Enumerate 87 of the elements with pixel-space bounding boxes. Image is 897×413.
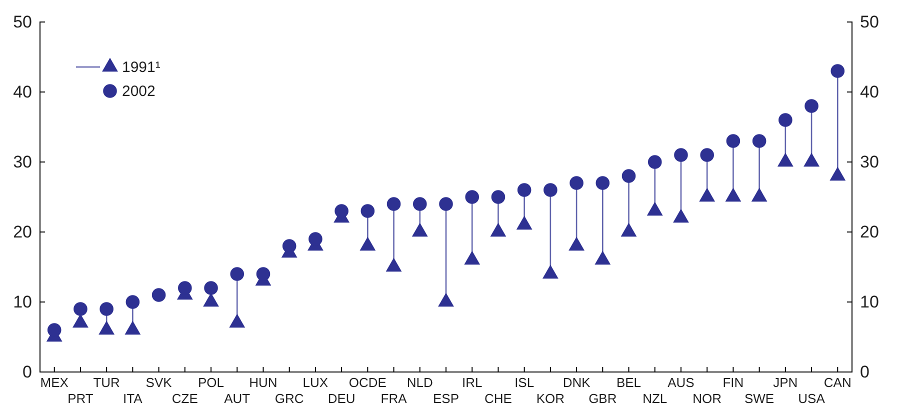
x-tick-label: ITA: [123, 391, 143, 406]
point: [622, 169, 636, 183]
point: [778, 113, 792, 127]
point: [726, 134, 740, 148]
point: [804, 99, 818, 113]
point: [830, 64, 845, 78]
y-tick-label: 10: [13, 292, 32, 312]
point: [517, 183, 532, 197]
point: [308, 232, 322, 246]
x-tick-label: AUT: [224, 391, 250, 406]
x-tick-label: CAN: [824, 375, 852, 390]
point: [725, 188, 742, 202]
x-tick-label: USA: [798, 391, 826, 406]
x-tick-label: CHE: [484, 391, 512, 406]
point: [568, 236, 585, 251]
x-tick-label: ISL: [514, 375, 534, 390]
y2-tick-label: 0: [860, 362, 870, 382]
y-tick-label: 50: [13, 12, 32, 32]
y2-tick-label: 50: [860, 12, 879, 32]
x-tick-label: HUN: [249, 375, 278, 390]
point: [412, 197, 427, 211]
y-tick-label: 0: [22, 362, 32, 382]
y-tick-label: 30: [13, 152, 32, 172]
point: [596, 176, 610, 190]
point: [700, 148, 714, 162]
point: [360, 204, 375, 218]
point: [570, 176, 584, 190]
point: [438, 292, 454, 307]
x-tick-label: GBR: [588, 391, 617, 406]
x-tick-label: MEX: [40, 375, 69, 390]
x-tick-label: TUR: [93, 375, 120, 390]
point: [386, 197, 401, 211]
point: [751, 188, 768, 202]
point: [594, 250, 611, 265]
point: [542, 264, 558, 279]
x-tick-label: FRA: [380, 391, 408, 406]
point: [648, 155, 662, 169]
point: [516, 216, 532, 230]
point: [674, 148, 688, 162]
point: [360, 236, 376, 251]
point: [229, 314, 246, 328]
x-tick-label: LUX: [302, 375, 328, 390]
point: [98, 320, 115, 335]
x-tick-label: CZE: [172, 391, 198, 406]
x-tick-label: PRT: [68, 391, 94, 406]
x-tick-label: SVK: [146, 375, 172, 390]
point: [490, 222, 506, 237]
x-tick-label: NZL: [642, 391, 668, 406]
x-tick-label: ESP: [432, 391, 460, 406]
x-tick-label: IRL: [462, 375, 482, 390]
x-tick-label: AUS: [668, 375, 695, 390]
point: [646, 202, 663, 216]
point: [72, 314, 88, 328]
point: [544, 183, 558, 197]
point: [752, 134, 766, 148]
point: [464, 250, 480, 265]
x-tick-label: DEU: [328, 391, 356, 406]
y2-tick-label: 40: [860, 82, 879, 102]
point: [465, 190, 480, 204]
point: [334, 204, 348, 218]
point: [439, 197, 453, 211]
y2-tick-label: 10: [860, 292, 879, 312]
x-tick-label: POL: [198, 375, 224, 390]
x-tick-label: NLD: [406, 375, 433, 390]
point: [673, 208, 689, 223]
point: [699, 188, 716, 202]
legend-label: 2002: [122, 83, 156, 100]
x-tick-label: DNK: [562, 375, 591, 390]
x-tick-label: KOR: [536, 391, 565, 406]
point: [203, 292, 219, 307]
x-tick-label: GRC: [274, 391, 304, 406]
point: [620, 222, 637, 237]
point: [124, 320, 141, 335]
y-tick-label: 20: [13, 222, 32, 242]
y2-tick-label: 30: [860, 152, 879, 172]
x-tick-label: FIN: [722, 375, 744, 390]
x-tick-label: BEL: [616, 375, 642, 390]
x-tick-label: JPN: [773, 375, 798, 390]
point: [412, 222, 428, 237]
x-tick-label: OCDE: [348, 375, 387, 390]
point: [386, 258, 402, 272]
y-tick-label: 40: [13, 82, 32, 102]
x-tick-label: NOR: [692, 391, 722, 406]
y2-tick-label: 20: [860, 222, 879, 242]
legend-label: 1991¹: [122, 59, 160, 76]
point: [491, 190, 506, 204]
x-tick-label: SWE: [744, 391, 774, 406]
